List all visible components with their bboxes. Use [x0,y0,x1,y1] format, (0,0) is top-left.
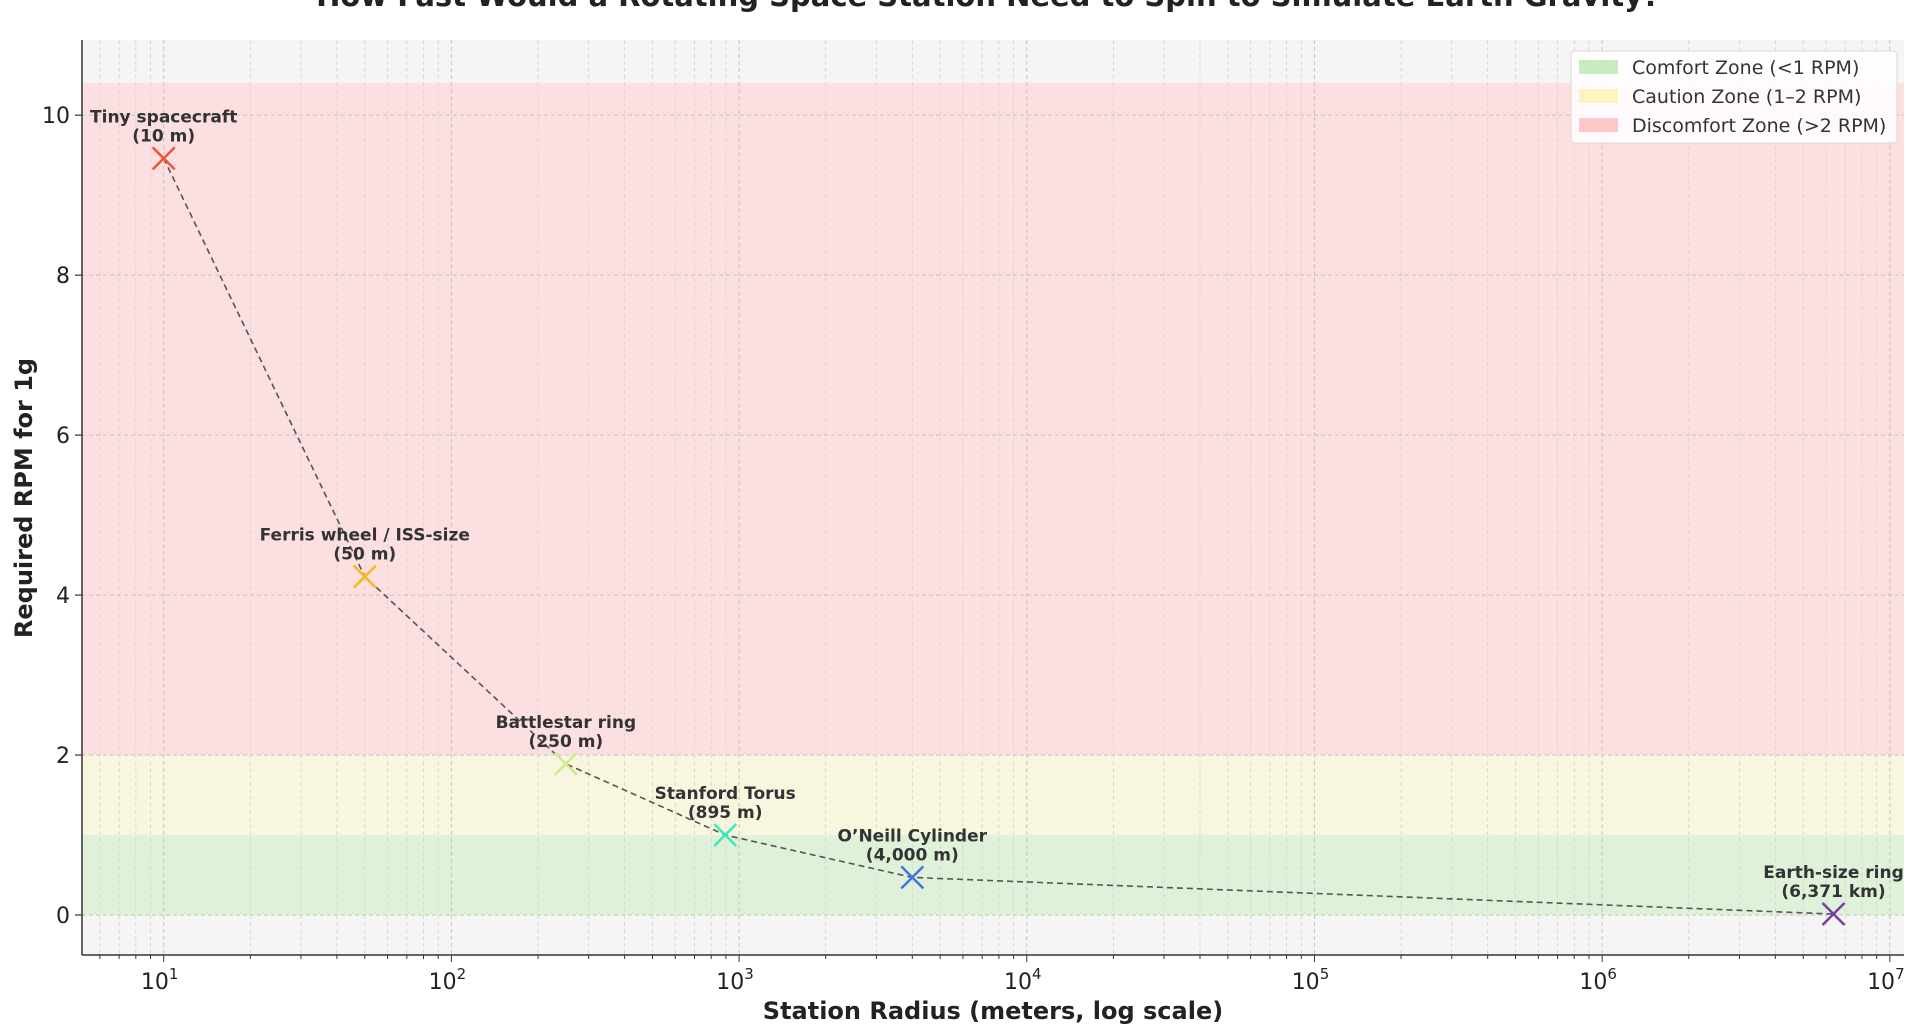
marker-stroke [151,146,176,171]
y-tick-label: 0 [56,904,70,929]
x-tick-base: 10 [1004,970,1032,995]
data-point-marker [1821,902,1846,926]
x-tick-exponent: 6 [1607,965,1617,983]
legend-label: Discomfort Zone (>2 RPM) [1632,115,1886,137]
point-annotation-radius: (250 m) [529,732,604,752]
y-axis-label: Required RPM for 1g [10,358,38,638]
zone-band [82,755,1904,836]
x-tick-exponent: 5 [1320,965,1330,983]
legend-label: Comfort Zone (<1 RPM) [1632,57,1859,79]
data-point-marker [553,751,578,776]
marker-stroke [352,564,377,589]
y-tick-label: 6 [56,424,70,449]
point-annotation-name: Tiny spacecraft [90,107,237,127]
point-annotation-name: Earth-size ring [1763,863,1904,883]
x-tick-exponent: 1 [169,965,179,983]
x-tick-label: 102 [429,965,467,995]
marker-stroke [553,751,578,776]
point-annotation-radius: (50 m) [333,545,396,565]
x-tick-base: 10 [429,970,457,995]
legend-frame [1570,50,1898,144]
y-tick-label: 2 [56,744,70,769]
legend: Comfort Zone (<1 RPM) Caution Zone (1–2 R… [1570,50,1898,144]
legend-label: Caution Zone (1–2 RPM) [1632,86,1861,108]
point-annotation-name: Stanford Torus [655,784,796,804]
point-annotation-radius: (10 m) [132,126,195,146]
data-point-marker [900,865,925,890]
x-tick-label: 105 [1292,965,1330,995]
x-tick-label: 107 [1867,965,1905,995]
data-point-marker [151,146,176,171]
x-tick-label: 104 [1004,965,1042,995]
x-tick-base: 10 [141,970,169,995]
data-point-marker [352,564,377,589]
point-annotation-radius: (4,000 m) [866,845,959,865]
point-annotation-name: O’Neill Cylinder [838,826,988,846]
marker-stroke [1821,902,1846,926]
legend-swatch [1579,89,1618,103]
x-tick-label: 103 [716,965,754,995]
x-tick-exponent: 4 [1032,965,1042,983]
x-tick-base: 10 [716,970,744,995]
x-tick-base: 10 [1292,970,1320,995]
point-annotation-name: Ferris wheel / ISS-size [260,526,470,546]
zone-band [82,835,1904,916]
zone-band [82,83,1904,756]
chart-title: How Fast Would a Rotating Space Station … [316,0,1660,13]
x-tick-exponent: 7 [1895,965,1905,983]
y-tick-label: 8 [56,264,70,289]
point-annotation-radius: (895 m) [688,803,763,823]
x-tick-exponent: 2 [457,965,467,983]
x-tick-exponent: 3 [744,965,754,983]
point-annotation-radius: (6,371 km) [1781,882,1885,902]
data-point-marker [713,823,738,847]
y-tick-label: 10 [42,104,70,129]
legend-swatch [1579,60,1618,74]
x-tick-base: 10 [1579,970,1607,995]
x-tick-base: 10 [1867,970,1895,995]
marker-stroke [900,865,925,890]
legend-swatch [1579,118,1618,132]
x-axis-label: Station Radius (meters, log scale) [763,997,1223,1024]
point-annotation-name: Battlestar ring [496,713,637,733]
marker-stroke [713,823,738,847]
y-tick-label: 4 [56,584,70,609]
x-tick-label: 106 [1579,965,1617,995]
x-tick-label: 101 [141,965,179,995]
